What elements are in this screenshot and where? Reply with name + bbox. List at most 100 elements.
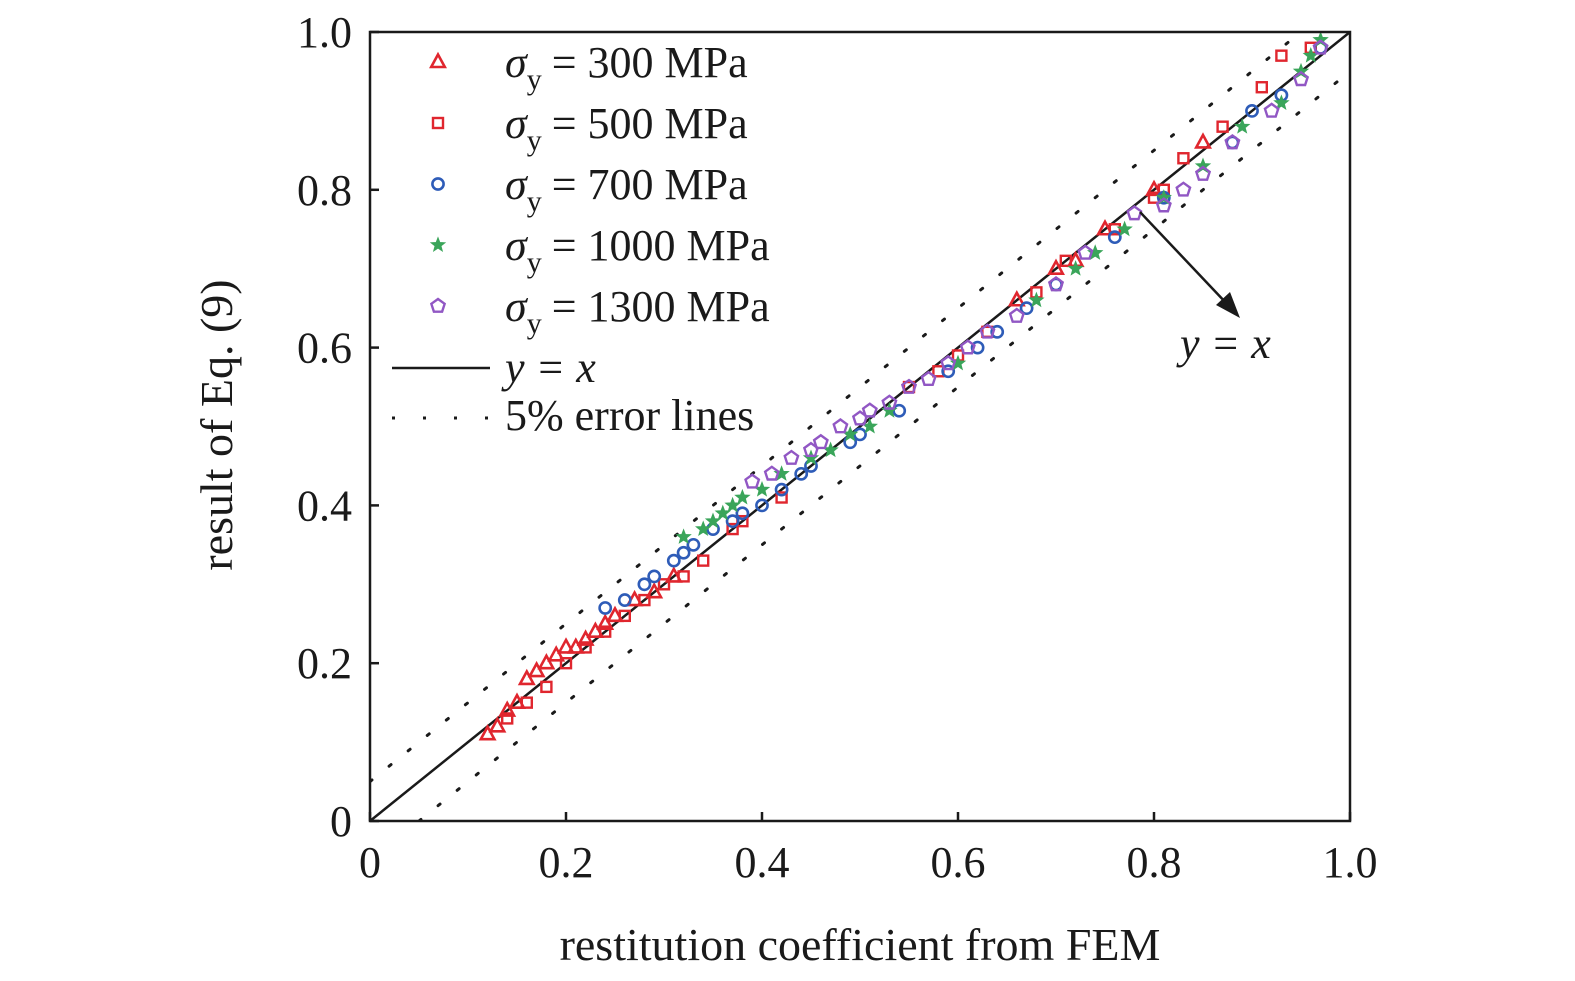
data-point bbox=[1059, 254, 1073, 268]
annotation-label: y = x bbox=[1176, 319, 1271, 368]
legend-label-error-lines: 5% error lines bbox=[505, 391, 754, 440]
data-point bbox=[1194, 157, 1212, 174]
data-point bbox=[1008, 307, 1025, 323]
data-point bbox=[725, 514, 740, 529]
plot-area bbox=[368, 30, 1352, 823]
data-point bbox=[686, 537, 701, 552]
data-point bbox=[527, 660, 546, 678]
data-point bbox=[979, 323, 996, 339]
y-tick-label: 0.8 bbox=[297, 166, 352, 215]
data-point bbox=[478, 723, 497, 741]
data-point bbox=[970, 340, 985, 355]
data-point bbox=[1245, 104, 1259, 118]
data-point bbox=[1047, 258, 1065, 276]
data-point bbox=[1155, 189, 1172, 205]
legend-label: σy = 1300 MPa bbox=[505, 282, 770, 340]
data-point bbox=[1067, 260, 1084, 276]
annotation-arrowhead bbox=[1216, 292, 1240, 318]
data-point bbox=[657, 578, 671, 591]
data-point bbox=[734, 488, 751, 505]
data-point bbox=[755, 498, 769, 513]
data-point bbox=[1047, 275, 1065, 292]
data-point bbox=[1145, 179, 1163, 197]
legend-entry-error-lines: 5% error lines bbox=[392, 391, 754, 440]
upper-error-line bbox=[370, 32, 1303, 784]
data-point bbox=[645, 581, 664, 599]
lower-error-line bbox=[417, 69, 1350, 821]
legend-marker bbox=[429, 297, 447, 313]
data-point bbox=[617, 593, 632, 607]
data-point bbox=[1007, 290, 1026, 307]
x-tick-label: 1.0 bbox=[1323, 838, 1378, 887]
y-tick-label: 0.2 bbox=[297, 639, 352, 688]
data-point bbox=[1126, 204, 1143, 221]
data-point bbox=[1312, 31, 1329, 47]
data-point bbox=[1275, 49, 1288, 62]
data-point bbox=[959, 339, 976, 355]
data-point bbox=[666, 553, 681, 568]
annotation-arrow bbox=[1139, 211, 1229, 306]
data-point bbox=[726, 522, 739, 536]
series-0-points bbox=[478, 132, 1212, 741]
data-point bbox=[941, 364, 956, 379]
x-tick-label: 0 bbox=[359, 838, 381, 887]
data-point bbox=[832, 418, 849, 434]
data-point bbox=[599, 625, 612, 638]
legend-entry-1: σy = 500 MPa bbox=[431, 99, 748, 157]
y-axis-ticks: 0 0.2 0.4 0.6 0.8 1.0 bbox=[297, 8, 379, 846]
data-point bbox=[881, 394, 898, 410]
data-point bbox=[557, 637, 575, 654]
legend-entry-0: σy = 300 MPa bbox=[429, 38, 748, 96]
data-point bbox=[606, 605, 624, 623]
data-point bbox=[520, 696, 533, 709]
data-point bbox=[940, 354, 957, 371]
y-axis-title: result of Eq. (9) bbox=[191, 279, 242, 570]
legend-label: σy = 700 MPa bbox=[505, 160, 748, 218]
y-tick-label: 0 bbox=[330, 797, 352, 846]
data-point bbox=[1028, 291, 1045, 308]
data-point bbox=[647, 569, 662, 584]
data-point bbox=[638, 593, 651, 607]
annotation: y = x bbox=[1139, 211, 1271, 368]
x-axis-ticks: 0 0.2 0.4 0.6 0.8 1.0 bbox=[359, 812, 1378, 887]
data-point bbox=[677, 570, 690, 583]
x-tick-label: 0.6 bbox=[931, 838, 986, 887]
data-point bbox=[675, 528, 692, 544]
data-point bbox=[566, 637, 585, 654]
data-point bbox=[1175, 181, 1192, 197]
data-point bbox=[579, 641, 592, 654]
series-4-points bbox=[744, 39, 1329, 489]
legend-entry-4: σy = 1300 MPa bbox=[429, 282, 770, 340]
data-point bbox=[1096, 219, 1114, 236]
data-point bbox=[774, 482, 789, 497]
plot-frame bbox=[368, 30, 1352, 823]
data-point bbox=[1177, 152, 1190, 165]
x-tick-label: 0.4 bbox=[735, 838, 790, 887]
legend-marker bbox=[431, 177, 445, 191]
data-point bbox=[990, 324, 1005, 339]
y-tick-label: 0.4 bbox=[297, 481, 352, 530]
data-point bbox=[920, 370, 937, 387]
data-point bbox=[1107, 230, 1122, 245]
data-point bbox=[1263, 102, 1280, 118]
data-point bbox=[559, 657, 573, 670]
data-point bbox=[1116, 220, 1133, 237]
data-point bbox=[586, 621, 605, 638]
data-point bbox=[775, 491, 788, 504]
data-point bbox=[598, 601, 613, 615]
data-point bbox=[1019, 301, 1034, 316]
data-point bbox=[900, 378, 918, 394]
data-point bbox=[763, 465, 780, 481]
legend-label: σy = 300 MPa bbox=[505, 38, 748, 96]
data-point bbox=[508, 692, 526, 709]
data-point bbox=[812, 433, 829, 450]
data-point bbox=[1155, 197, 1172, 213]
legend-entry-identity-line: y = x bbox=[392, 343, 596, 392]
legend-marker bbox=[429, 51, 447, 69]
data-point bbox=[1273, 94, 1290, 110]
data-point bbox=[537, 652, 556, 670]
data-point bbox=[735, 506, 750, 521]
